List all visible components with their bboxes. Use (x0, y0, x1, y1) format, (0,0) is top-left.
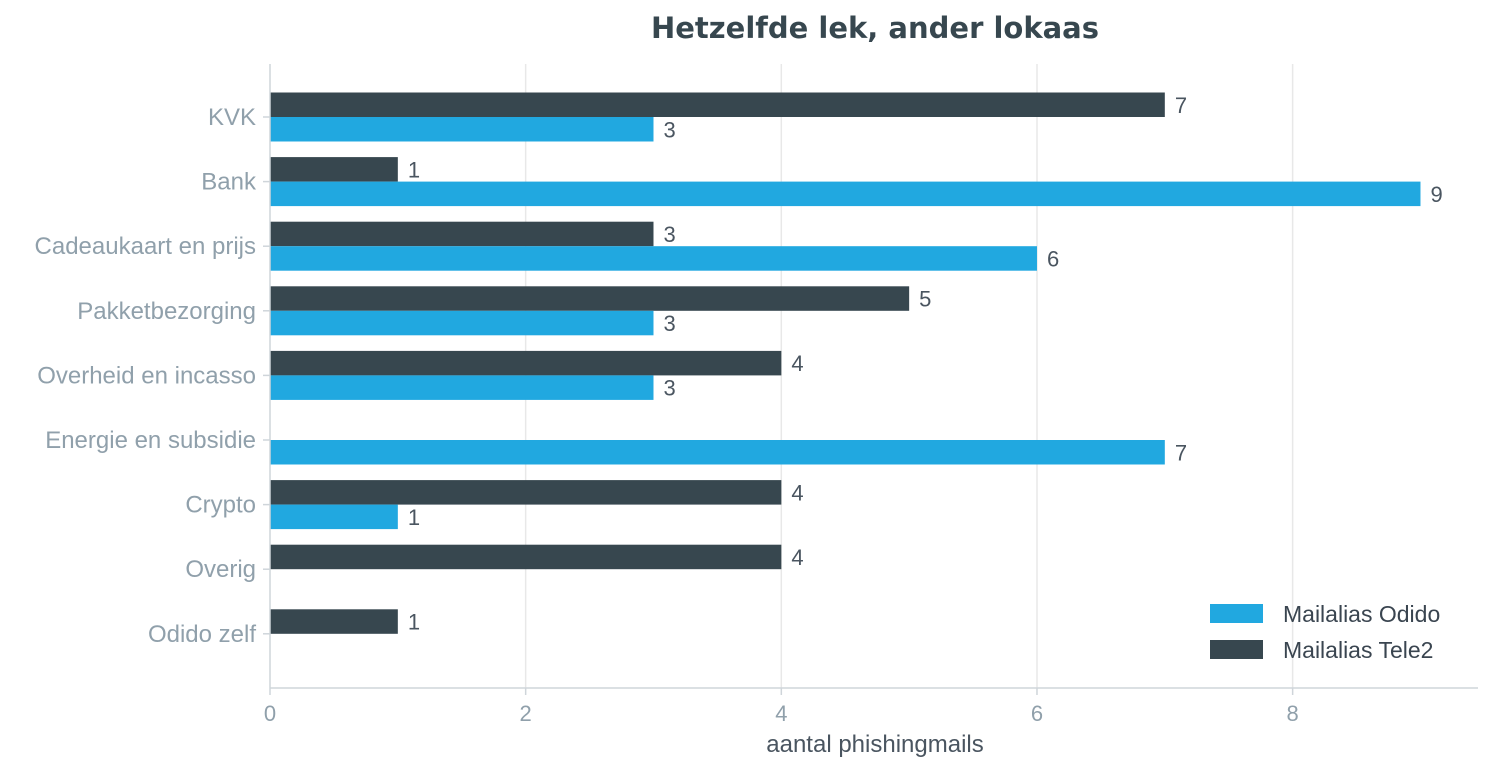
value-label-tele2: 1 (408, 610, 420, 635)
bar-tele2 (270, 350, 782, 376)
value-label-odido: 1 (408, 505, 420, 530)
legend-label-1: Mailalias Tele2 (1283, 637, 1433, 663)
bar-odido (270, 181, 1421, 207)
category-label: Odido zelf (148, 621, 256, 648)
category-label: Energie en subsidie (45, 427, 256, 454)
bar-tele2 (270, 544, 782, 570)
bar-tele2 (270, 92, 1165, 117)
category-label: Cadeaukaart en prijs (35, 233, 256, 260)
legend-swatch-0 (1210, 604, 1263, 623)
x-tick-label-6: 6 (1031, 701, 1043, 726)
x-tick-labels: 0 2 4 6 8 (264, 701, 1299, 726)
value-label-odido: 7 (1175, 440, 1187, 465)
category-label: Overheid en incasso (37, 362, 256, 389)
value-labels: 7 3 1 9 3 6 5 3 4 3 7 4 1 4 1 (408, 93, 1443, 635)
x-tick-label-4: 4 (775, 701, 787, 726)
bar-tele2 (270, 480, 782, 505)
bar-tele2 (270, 609, 398, 634)
category-label: KVK (208, 104, 256, 131)
category-label: Crypto (185, 492, 256, 519)
bar-odido (270, 375, 654, 400)
bars (270, 92, 1421, 634)
bar-odido (270, 117, 654, 142)
x-tick-label-0: 0 (264, 701, 276, 726)
value-label-tele2: 1 (408, 157, 420, 182)
bar-tele2 (270, 286, 910, 311)
value-label-tele2: 3 (663, 222, 675, 247)
bar-odido (270, 440, 1165, 465)
legend: Mailalias Odido Mailalias Tele2 (1210, 601, 1440, 663)
value-label-tele2: 4 (791, 351, 803, 376)
value-label-odido: 3 (663, 311, 675, 336)
value-label-odido: 6 (1047, 246, 1059, 271)
bar-odido (270, 246, 1037, 271)
value-label-tele2: 4 (791, 480, 803, 505)
x-tick-label-8: 8 (1287, 701, 1299, 726)
category-label: Overig (185, 556, 256, 583)
x-tick-label-2: 2 (520, 701, 532, 726)
chart-title: Hetzelfde lek, ander lokaas (651, 11, 1099, 45)
category-label: Bank (201, 169, 257, 196)
bar-tele2 (270, 157, 398, 182)
value-label-odido: 9 (1430, 182, 1442, 207)
value-label-odido: 3 (663, 117, 675, 142)
value-label-tele2: 5 (919, 287, 931, 312)
category-label: Pakketbezorging (77, 298, 256, 325)
value-label-tele2: 7 (1175, 93, 1187, 118)
axes (263, 64, 1478, 695)
value-label-tele2: 4 (791, 545, 803, 570)
category-labels: KVK Bank Cadeaukaart en prijs Pakketbezorgi… (35, 104, 257, 648)
bar-odido (270, 310, 654, 336)
legend-label-0: Mailalias Odido (1283, 601, 1440, 627)
legend-swatch-1 (1210, 640, 1263, 659)
value-label-odido: 3 (663, 376, 675, 401)
bar-odido (270, 504, 398, 530)
bar-tele2 (270, 221, 654, 247)
x-axis-title: aantal phishingmails (766, 731, 983, 758)
